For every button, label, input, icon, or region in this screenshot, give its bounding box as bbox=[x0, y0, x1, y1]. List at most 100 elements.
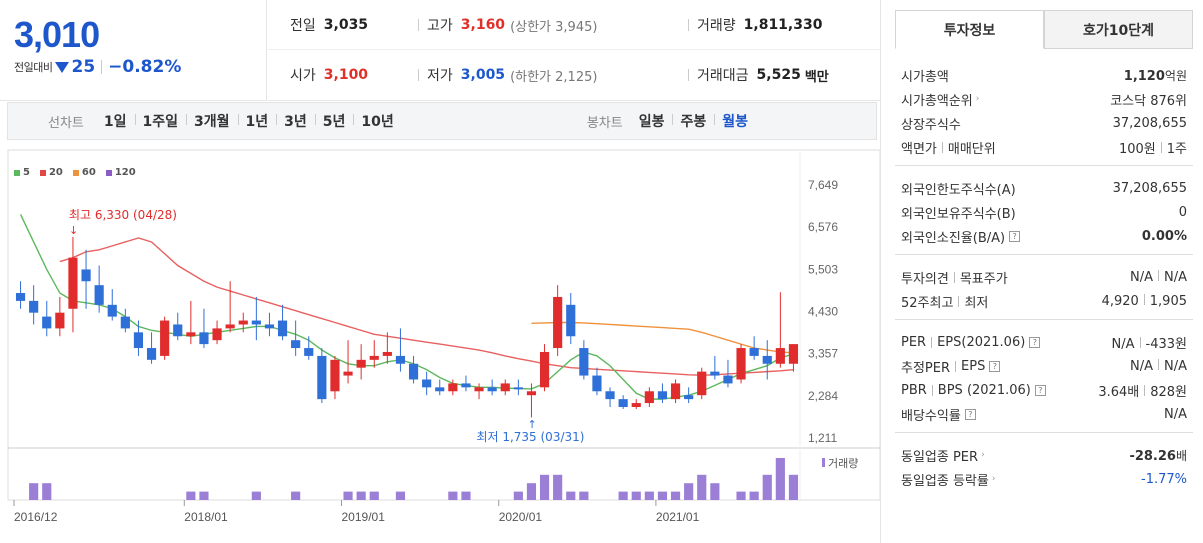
candle-body bbox=[212, 328, 222, 341]
row-label: PBR BPS (2021.06)? bbox=[901, 383, 1046, 398]
tab-daily[interactable]: 일봉 bbox=[638, 114, 665, 130]
tab-3m[interactable]: 3개월 bbox=[186, 111, 238, 131]
unit: 억원 bbox=[1164, 68, 1187, 83]
candle-body bbox=[317, 355, 327, 400]
divider bbox=[941, 141, 943, 153]
label-part: 목표주가 bbox=[959, 271, 1008, 287]
amount-value: 5,525 bbox=[756, 67, 801, 83]
candle-body bbox=[461, 383, 471, 388]
help-icon[interactable]: ? bbox=[1034, 384, 1046, 396]
price-change: 전일대비 25 −0.82% bbox=[14, 57, 181, 77]
unit: 배 bbox=[1175, 448, 1187, 463]
row-label: 52주최고 최저 bbox=[901, 292, 988, 311]
candle-body bbox=[474, 387, 484, 392]
help-icon[interactable]: ? bbox=[1029, 336, 1041, 348]
value-part: 1,905 bbox=[1149, 293, 1187, 309]
label-part: EPS bbox=[961, 358, 986, 374]
valuation-section: PER EPS(2021.06)? N/A -433원 추정PER EPS? N/A N… bbox=[895, 320, 1193, 433]
value-part: N/A bbox=[1111, 336, 1135, 352]
tab-3y[interactable]: 3년 bbox=[276, 111, 315, 131]
volume-bar bbox=[775, 458, 785, 500]
candle-body bbox=[291, 340, 301, 349]
volume-bar bbox=[657, 491, 668, 500]
help-icon[interactable]: ? bbox=[1009, 230, 1021, 242]
label-part: 추정PER bbox=[901, 360, 951, 376]
row-value: -1.77% bbox=[1141, 471, 1187, 487]
row-value: 1,120억원 bbox=[1124, 67, 1187, 84]
label-part: PER bbox=[901, 334, 927, 350]
candle-body bbox=[120, 316, 130, 329]
volume-bar bbox=[684, 483, 694, 500]
info-row: 전일 3,035 고가 3,160 (상한가 3,945) 거래량 1,811,… bbox=[268, 0, 880, 50]
candle-body bbox=[566, 304, 576, 337]
label-part: 동일업종 등락률 bbox=[901, 473, 989, 489]
tab-5y[interactable]: 5년 bbox=[314, 111, 354, 131]
candle-body bbox=[592, 375, 602, 392]
tab-1y[interactable]: 1년 bbox=[237, 111, 277, 131]
tab-hoga[interactable]: 호가10단계 bbox=[1044, 10, 1193, 49]
x-tick-label: 2021/01 bbox=[656, 510, 700, 524]
help-icon[interactable]: ? bbox=[964, 408, 976, 420]
tab-1d[interactable]: 1일 bbox=[103, 114, 127, 130]
info-row: 52주최고 최저 4,920 1,905 bbox=[895, 289, 1193, 313]
value-part: 1주 bbox=[1166, 141, 1187, 157]
volume-bar bbox=[526, 483, 537, 500]
candle-body bbox=[146, 348, 157, 360]
row-value: 4,920 1,905 bbox=[1102, 293, 1187, 309]
candle-body bbox=[631, 403, 641, 407]
candle-body bbox=[251, 320, 261, 325]
tab-monthly[interactable]: 월봉 bbox=[714, 111, 756, 131]
volume-bar bbox=[343, 491, 353, 500]
row-label: 외국인소진율(B/A)? bbox=[901, 227, 1021, 246]
volume-bar bbox=[461, 491, 471, 500]
candle-body bbox=[107, 304, 117, 317]
info-row: 추정PER EPS? N/A N/A bbox=[895, 354, 1193, 378]
info-row: 시가총액 1,120억원 bbox=[895, 63, 1193, 87]
x-tick-label: 2020/01 bbox=[499, 510, 543, 524]
price-info-grid: 전일 3,035 고가 3,160 (상한가 3,945) 거래량 1,811,… bbox=[268, 0, 880, 101]
candle-body bbox=[788, 344, 799, 364]
candle-body bbox=[68, 257, 78, 309]
y-tick-label: 6,576 bbox=[808, 220, 838, 234]
help-icon[interactable]: ? bbox=[989, 360, 1001, 372]
row-value: N/A N/A bbox=[1130, 358, 1187, 374]
label-part: BPS (2021.06) bbox=[937, 382, 1031, 398]
candle-body bbox=[15, 293, 26, 301]
info-row: 외국인소진율(B/A)? 0.00% bbox=[895, 224, 1193, 248]
value-part: N/A bbox=[1164, 358, 1187, 374]
up-arrow-icon: ↑ bbox=[527, 418, 536, 431]
volume-bar bbox=[710, 483, 720, 500]
trade-amount: 거래대금 5,525 백만 bbox=[688, 50, 829, 100]
tab-1w[interactable]: 1주일 bbox=[134, 111, 187, 131]
row-label: 시가총액 bbox=[901, 69, 949, 85]
legend-label: 60 bbox=[81, 167, 96, 178]
y-tick-label: 2,284 bbox=[808, 389, 838, 403]
candle-body bbox=[697, 371, 707, 396]
value-part: 3.64배 bbox=[1098, 384, 1140, 400]
chevron-right-icon[interactable]: › bbox=[991, 474, 996, 484]
low-price: 저가 3,005 (하한가 2,125) bbox=[418, 50, 597, 100]
legend-swatch bbox=[39, 169, 46, 176]
upper-limit: (상한가 3,945) bbox=[510, 19, 598, 35]
row-value: N/A N/A bbox=[1130, 269, 1187, 285]
high-price: 고가 3,160 (상한가 3,945) bbox=[418, 0, 597, 50]
candle-body bbox=[775, 348, 785, 364]
chevron-right-icon[interactable]: › bbox=[975, 94, 980, 104]
volume-bar bbox=[749, 491, 759, 500]
volume-label: 거래량 bbox=[697, 18, 736, 34]
row-label: 외국인한도주식수(A) bbox=[901, 182, 1016, 198]
tab-10y[interactable]: 10년 bbox=[353, 111, 401, 131]
tab-weekly[interactable]: 주봉 bbox=[672, 111, 714, 131]
high-annotation: 최고 6,330 (04/28) bbox=[69, 208, 177, 222]
row-value: 3.64배 828원 bbox=[1098, 381, 1187, 400]
candle-body bbox=[618, 399, 628, 407]
row-value: 0.00% bbox=[1142, 229, 1187, 244]
amount-label: 거래대금 bbox=[697, 68, 749, 84]
volume-bar bbox=[251, 491, 261, 500]
info-row: 외국인한도주식수(A) 37,208,655 bbox=[895, 176, 1193, 200]
volume-bar bbox=[566, 491, 576, 500]
chevron-right-icon[interactable]: › bbox=[981, 450, 985, 460]
tab-invest-info[interactable]: 투자정보 bbox=[895, 10, 1044, 49]
candle-body bbox=[264, 324, 275, 329]
open-price: 시가 3,100 bbox=[290, 50, 368, 100]
